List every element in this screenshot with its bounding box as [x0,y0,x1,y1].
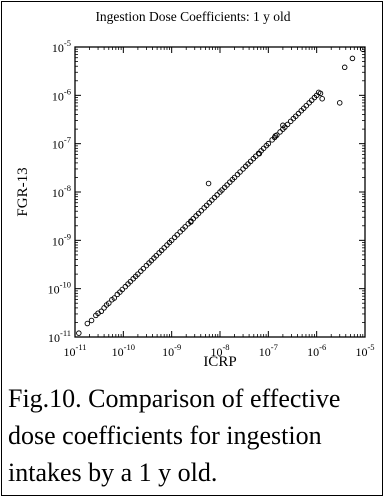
data-point [209,197,215,203]
data-point [295,110,302,117]
y-tick-label: 10-11 [48,328,71,345]
scatter-chart: Ingestion Dose Coefficients: 1 y old 10-… [15,9,375,370]
data-point [143,262,150,269]
data-point [265,140,272,147]
data-point [214,192,220,198]
data-point [168,237,175,244]
data-point [341,64,348,71]
y-tick-label: 10-8 [52,183,71,200]
data-point [198,207,205,214]
data-point [182,224,188,230]
data-point [174,232,180,238]
data-point [253,153,259,159]
y-tick-label: 10-7 [52,135,71,152]
x-tick-label: 10-7 [259,342,278,359]
data-points [76,46,366,336]
data-point [111,295,118,301]
y-axis-label: FGR-13 [15,167,31,216]
data-point [308,97,315,104]
data-point [277,129,283,135]
data-point [195,210,202,217]
data-point [240,166,246,172]
chart-title: Ingestion Dose Coefficients: 1 y old [95,9,290,24]
data-point [98,308,105,315]
data-point [360,46,366,52]
data-point [256,150,263,157]
data-point [122,283,129,290]
y-tick-label: 10-5 [52,38,71,55]
data-point [303,102,310,109]
data-point [135,271,141,277]
y-tick-label: 10-9 [52,231,71,248]
data-point [317,90,324,97]
data-point [76,330,82,336]
data-point [349,55,356,62]
data-point [161,245,167,251]
x-tick-label: 10-6 [307,342,326,359]
data-point [336,100,343,106]
data-point [280,122,286,129]
x-tick-label: 10-5 [355,342,374,359]
data-point [177,229,183,235]
y-tick-label: 10-6 [52,86,71,103]
data-point [140,265,147,272]
data-point [88,317,95,324]
x-axis-label: ICRP [203,354,236,370]
data-point [224,182,230,188]
data-point [272,133,279,139]
y-tick-label: 10-10 [48,280,71,297]
data-point [188,219,194,225]
data-point [127,278,134,285]
data-point [101,305,107,311]
x-tick-label: 10-10 [112,342,135,359]
figure-caption: Fig.10. Comparison of effective dose coe… [8,384,341,487]
data-point [231,174,238,181]
data-point [247,158,254,165]
data-point [106,300,112,306]
x-tick-label: 10-11 [63,342,86,359]
chart-area: Ingestion Dose Coefficients: 1 y old 10-… [2,2,384,374]
data-point [237,169,243,175]
data-point [153,252,160,259]
data-point [206,199,213,206]
data-point [84,320,91,327]
data-point [205,180,212,187]
data-point [319,95,325,102]
data-point [119,286,126,293]
data-point [234,171,241,178]
x-tick-label: 10-9 [162,342,181,359]
x-tick-label: 10-8 [210,342,229,359]
data-point [287,118,294,125]
